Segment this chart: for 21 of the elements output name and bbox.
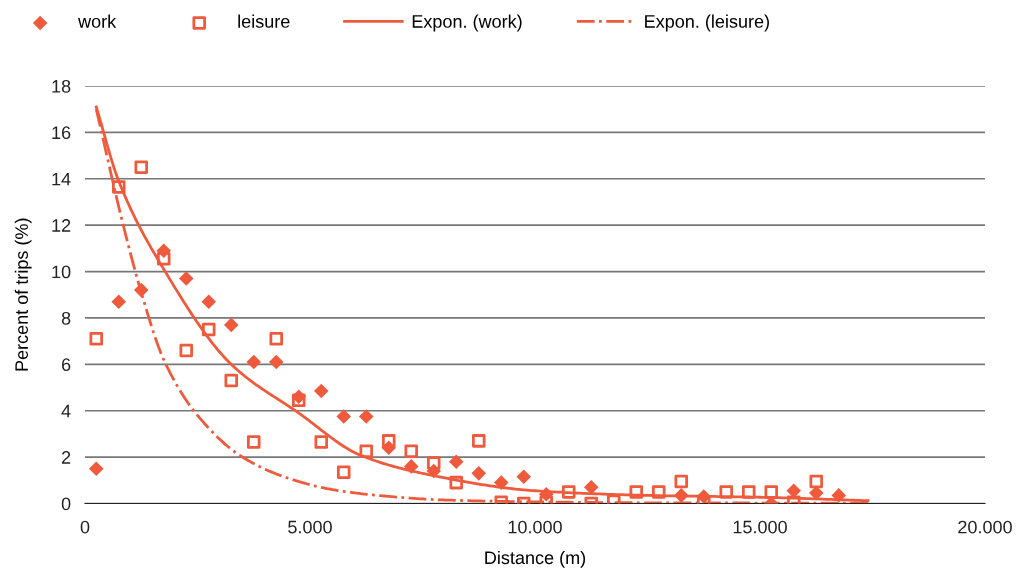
x-axis-title: Distance (m) xyxy=(485,550,586,568)
x-tick-label: 15.000 xyxy=(733,520,787,534)
y-tick-label: 0 xyxy=(61,497,71,511)
x-tick-label: 20.000 xyxy=(958,520,1012,534)
y-tick-label: 6 xyxy=(61,358,71,372)
legend-label: leisure xyxy=(238,14,290,28)
y-tick-label: 8 xyxy=(61,311,71,325)
y-tick-label: 14 xyxy=(52,172,71,186)
x-tick-label: 5.000 xyxy=(288,520,332,534)
legend-label: Expon. (work) xyxy=(412,14,522,32)
y-tick-label: 16 xyxy=(52,126,71,140)
y-tick-label: 4 xyxy=(61,404,71,418)
y-tick-label: 2 xyxy=(61,451,71,464)
y-tick-label: 10 xyxy=(52,265,71,279)
y-axis-title: Percent of trips (%) xyxy=(14,218,32,371)
x-tick-label: 10.000 xyxy=(508,520,562,534)
legend-label: Expon. (leisure) xyxy=(645,14,769,32)
y-tick-label: 12 xyxy=(52,219,71,232)
legend-label: work xyxy=(78,14,117,28)
y-tick-label: 18 xyxy=(52,79,71,93)
x-tick-label: 0 xyxy=(80,520,90,534)
